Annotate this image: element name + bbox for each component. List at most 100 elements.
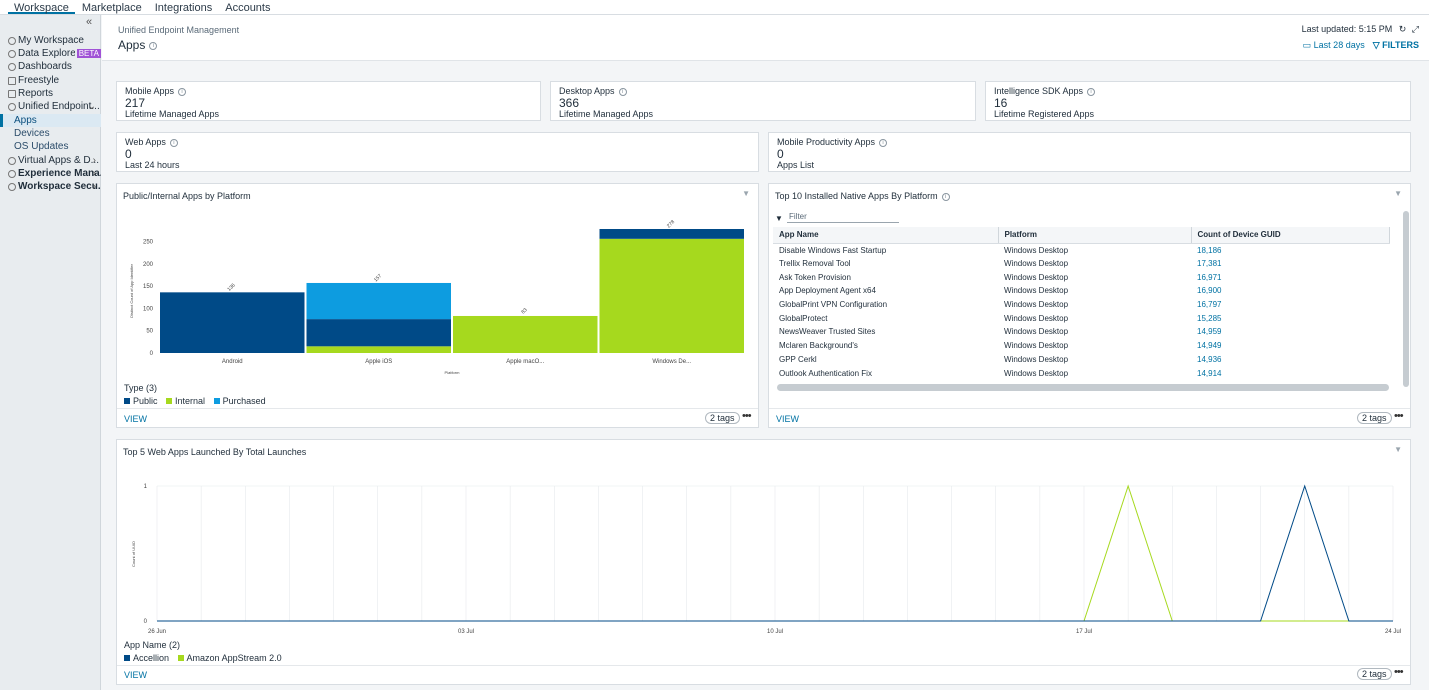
lock-icon [8, 102, 16, 111]
info-icon[interactable]: i [169, 138, 178, 147]
info-icon[interactable]: i [879, 138, 888, 147]
table-row[interactable]: Ask Token Provision Windows Desktop 16,971 [773, 270, 1390, 284]
x-tick-label: Android [222, 359, 243, 365]
sidebar: « My Workspace Data Explorer BETA Dashboa… [0, 15, 101, 690]
card-subtitle: Apps List [777, 160, 815, 170]
sidebar-item-unified-endpoint[interactable]: Unified Endpoint... ⌄ [0, 100, 101, 113]
table-row[interactable]: Mclaren Background's Windows Desktop 14,94… [773, 339, 1390, 353]
double-chevron-left-icon[interactable]: « [86, 16, 93, 28]
sidebar-item-my-workspace[interactable]: My Workspace [0, 34, 101, 47]
more-icon[interactable]: ••• [1394, 410, 1404, 422]
table-row[interactable]: Trellix Removal Tool Windows Desktop 17,38… [773, 257, 1390, 271]
mobile-apps-card[interactable]: Mobile Apps i 217 Lifetime Managed Apps [116, 81, 541, 121]
table-row[interactable]: App Deployment Agent x64 Windows Desktop 1… [773, 284, 1390, 298]
platform-cell: Windows Desktop [1004, 354, 1069, 364]
info-icon[interactable]: i [178, 87, 187, 96]
count-cell[interactable]: 14,936 [1197, 354, 1222, 364]
legend-item-public[interactable]: Public [124, 396, 158, 406]
info-icon[interactable]: i [149, 41, 158, 50]
legend-label: Amazon AppStream 2.0 [186, 653, 282, 663]
table-row[interactable]: GPP Cerkl Windows Desktop 14,936 [773, 353, 1390, 367]
intelligence-sdk-apps-card[interactable]: Intelligence SDK Apps i 16 Lifetime Regis… [985, 81, 1411, 121]
legend-swatch [213, 398, 220, 404]
count-cell[interactable]: 18,186 [1197, 245, 1222, 255]
card-subtitle: Lifetime Registered Apps [994, 109, 1095, 119]
view-button[interactable]: VIEW [124, 414, 148, 424]
count-cell[interactable]: 17,381 [1197, 259, 1222, 269]
platform-cell: Windows Desktop [1004, 300, 1069, 310]
breadcrumb[interactable]: Unified Endpoint Management [118, 25, 240, 35]
panel-title: Public/Internal Apps by Platform [123, 191, 251, 201]
table-row[interactable]: Disable Windows Fast Startup Windows Desk… [773, 243, 1390, 257]
info-icon[interactable]: i [941, 192, 950, 201]
refresh-icon[interactable]: ↻ [1398, 24, 1407, 34]
legend-item-purchased[interactable]: Purchased [213, 396, 266, 406]
view-button[interactable]: VIEW [776, 414, 800, 424]
info-icon[interactable]: i [1087, 87, 1096, 96]
count-cell[interactable]: 14,959 [1197, 327, 1222, 337]
mobile-productivity-apps-card[interactable]: Mobile Productivity Apps i 0 Apps List [768, 132, 1411, 172]
count-cell[interactable]: 16,971 [1197, 272, 1222, 282]
bar-total-label: 136 [226, 282, 236, 292]
sidebar-item-data-explorer[interactable]: Data Explorer BETA [0, 47, 101, 60]
app-name-cell: GlobalProtect [779, 313, 828, 323]
chevron-right-icon: › [92, 168, 96, 179]
sidebar-item-dashboards[interactable]: Dashboards [0, 60, 101, 73]
sidebar-item-experience-management[interactable]: Experience Mana... › [0, 167, 101, 180]
card-value: 217 [125, 96, 146, 110]
sidebar-item-freestyle[interactable]: Freestyle [0, 74, 101, 87]
count-cell[interactable]: 14,914 [1197, 368, 1222, 378]
sidebar-subitem-apps[interactable]: Apps [0, 114, 101, 127]
panel-menu-icon[interactable]: ▼ [1394, 445, 1402, 454]
column-header[interactable]: App Name [773, 227, 999, 244]
y-tick-label: 150 [143, 284, 154, 290]
table-row[interactable]: GlobalPrint VPN Configuration Windows Des… [773, 298, 1390, 312]
count-cell[interactable]: 16,900 [1197, 286, 1222, 296]
x-tick-label: Apple macO... [506, 359, 544, 365]
panel-menu-icon[interactable]: ▼ [1394, 189, 1402, 198]
tab-integrations[interactable]: Integrations [154, 2, 213, 14]
count-cell[interactable]: 15,285 [1197, 313, 1222, 323]
filter-input[interactable]: Filter [789, 212, 807, 221]
column-header[interactable]: Platform [998, 227, 1192, 244]
table-row[interactable]: GlobalProtect Windows Desktop 15,285 [773, 311, 1390, 325]
sidebar-subitem-os-updates[interactable]: OS Updates [14, 141, 69, 152]
table-row[interactable]: Outlook Authentication Fix Windows Deskto… [773, 366, 1390, 380]
legend-title: App Name (2) [124, 640, 181, 650]
page-title: Apps i [118, 38, 158, 52]
tags-button[interactable]: 2 tags [1357, 668, 1392, 680]
sidebar-subitem-devices[interactable]: Devices [14, 128, 50, 139]
count-cell[interactable]: 14,949 [1197, 341, 1222, 351]
tags-button[interactable]: 2 tags [1357, 412, 1392, 424]
info-icon[interactable]: i [618, 87, 627, 96]
panel-menu-icon[interactable]: ▼ [742, 189, 750, 198]
sidebar-item-virtual-apps[interactable]: Virtual Apps & D... › [0, 154, 101, 167]
legend-item-accellion[interactable]: Accellion [124, 653, 169, 663]
web-apps-card[interactable]: Web Apps i 0 Last 24 hours [116, 132, 759, 172]
legend-item-internal[interactable]: Internal [166, 396, 205, 406]
tab-workspace[interactable]: Workspace [8, 0, 75, 14]
table-row[interactable]: NewsWeaver Trusted Sites Windows Desktop 1… [773, 325, 1390, 339]
app-name-cell: Trellix Removal Tool [779, 259, 851, 269]
tags-button[interactable]: 2 tags [705, 412, 740, 424]
tab-accounts[interactable]: Accounts [225, 2, 271, 14]
count-cell[interactable]: 16,797 [1197, 300, 1222, 310]
calendar-icon: ▭ [1302, 40, 1312, 50]
date-range-button[interactable]: Last 28 days [1313, 40, 1365, 50]
filters-button[interactable]: FILTERS [1382, 40, 1419, 50]
x-tick-label: 24 Jul [1385, 629, 1401, 635]
sidebar-item-label: Reports [18, 88, 54, 99]
sidebar-item-workspace-security[interactable]: Workspace Secu... › [0, 180, 101, 193]
expand-icon[interactable]: ⤢ [1411, 24, 1419, 34]
tab-marketplace[interactable]: Marketplace [81, 2, 142, 14]
sidebar-item-reports[interactable]: Reports [0, 87, 101, 100]
more-icon[interactable]: ••• [742, 410, 752, 422]
more-icon[interactable]: ••• [1394, 666, 1404, 678]
platform-cell: Windows Desktop [1004, 368, 1069, 378]
view-button[interactable]: VIEW [124, 670, 148, 680]
vertical-scrollbar[interactable] [1403, 211, 1409, 387]
column-header[interactable]: Count of Device GUID [1191, 227, 1390, 244]
desktop-apps-card[interactable]: Desktop Apps i 366 Lifetime Managed Apps [550, 81, 976, 121]
horizontal-scrollbar[interactable] [777, 384, 1389, 391]
legend-item-amazon-appstream[interactable]: Amazon AppStream 2.0 [177, 653, 282, 663]
